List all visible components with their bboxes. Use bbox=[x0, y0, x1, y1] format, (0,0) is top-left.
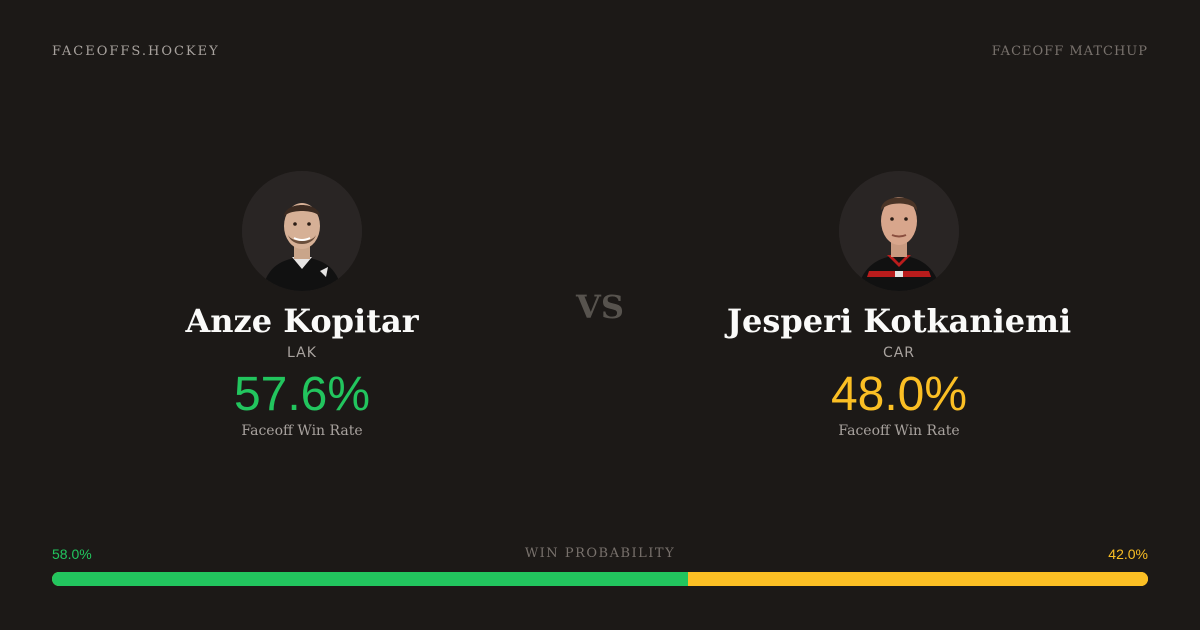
win-probability-bar bbox=[52, 572, 1148, 586]
player-headshot-avatar bbox=[839, 171, 959, 291]
section-label: FACEOFF MATCHUP bbox=[991, 44, 1148, 59]
faceoff-win-rate-value: 57.6% bbox=[233, 368, 371, 421]
player-name[interactable]: Jesperi Kotkaniemi bbox=[726, 302, 1072, 340]
team-abbreviation: CAR bbox=[882, 345, 916, 361]
win-probability-bar-right-segment bbox=[687, 572, 1148, 586]
player-card-left: Anze Kopitar LAK 57.6% Faceoff Win Rate bbox=[102, 171, 502, 439]
team-abbreviation: LAK bbox=[287, 345, 317, 361]
player-name[interactable]: Anze Kopitar bbox=[185, 302, 419, 340]
win-probability-title: WIN PROBABILITY bbox=[524, 546, 676, 561]
win-probability-left-value: 58.0% bbox=[52, 546, 92, 562]
win-probability-bar-left-segment bbox=[52, 572, 688, 586]
player-headshot-image bbox=[839, 171, 959, 291]
player-headshot-image bbox=[242, 171, 362, 291]
faceoff-win-rate-label: Faceoff Win Rate bbox=[838, 423, 960, 439]
brand-logo-text[interactable]: FACEOFFS.HOCKEY bbox=[52, 44, 220, 59]
faceoff-win-rate-label: Faceoff Win Rate bbox=[241, 423, 363, 439]
faceoff-win-rate-value: 48.0% bbox=[830, 368, 968, 421]
player-headshot-avatar bbox=[242, 171, 362, 291]
player-card-right: Jesperi Kotkaniemi CAR 48.0% Faceoff Win… bbox=[699, 171, 1099, 439]
versus-label: VS bbox=[576, 288, 624, 326]
win-probability-right-value: 42.0% bbox=[1108, 546, 1148, 562]
